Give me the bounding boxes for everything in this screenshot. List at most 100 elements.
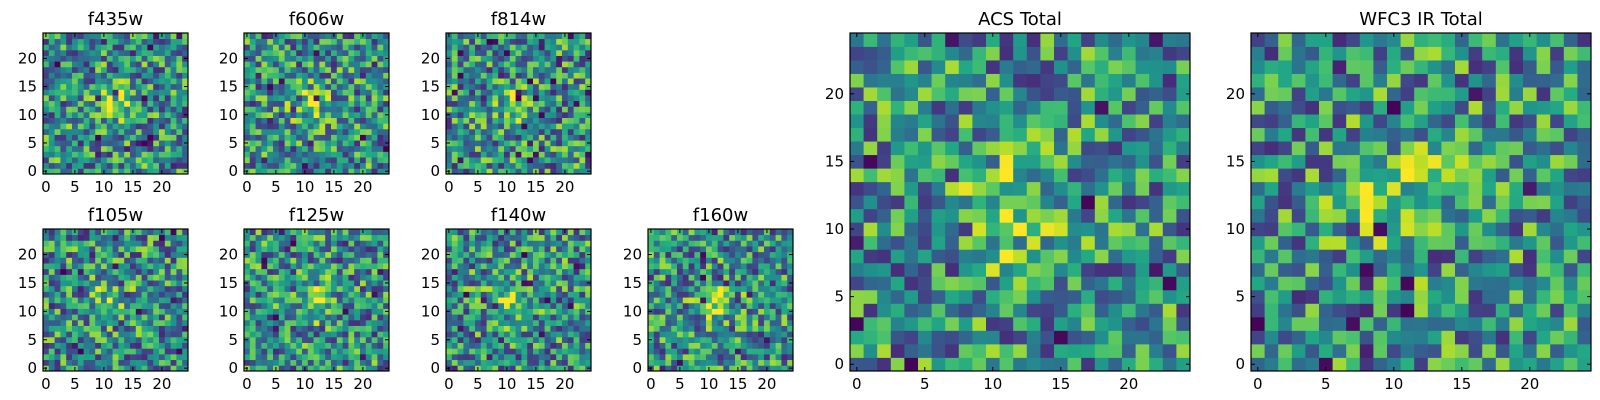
heatmap-cell: [77, 44, 84, 51]
heatmap-cell: [1149, 289, 1164, 304]
heatmap-cell: [273, 268, 280, 275]
heatmap-cell: [135, 162, 142, 169]
heatmap-cell: [787, 297, 794, 304]
heatmap-cell: [475, 66, 482, 73]
heatmap-cell: [918, 330, 932, 345]
heatmap-cell: [492, 44, 499, 51]
heatmap-cell: [451, 336, 458, 343]
heatmap-cell: [153, 72, 160, 79]
heatmap-cell: [509, 240, 516, 247]
heatmap-cell: [383, 123, 390, 130]
heatmap-cell: [521, 100, 528, 107]
heatmap-cell: [106, 106, 113, 113]
heatmap-cell: [492, 251, 499, 258]
heatmap-cell: [958, 316, 973, 331]
heatmap-cell: [83, 78, 90, 85]
heatmap-cell: [170, 268, 177, 275]
heatmap-cell: [567, 49, 574, 56]
heatmap-cell: [515, 66, 522, 73]
heatmap-cell: [60, 49, 67, 56]
heatmap-cell: [95, 151, 102, 158]
heatmap-cell: [290, 251, 297, 258]
heatmap-cell: [521, 359, 528, 366]
heatmap-cell: [244, 297, 251, 304]
heatmap-cell: [475, 123, 482, 130]
heatmap-cell: [331, 162, 338, 169]
heatmap-cell: [469, 44, 476, 51]
heatmap-cell: [729, 342, 736, 349]
heatmap-cell: [550, 38, 557, 45]
heatmap-cell: [469, 128, 476, 135]
heatmap-cell: [365, 359, 372, 366]
heatmap-cell: [958, 222, 973, 237]
heatmap-cell: [700, 359, 707, 366]
heatmap-cell: [585, 263, 592, 270]
heatmap-cell: [758, 353, 765, 361]
heatmap-cell: [267, 140, 274, 147]
heatmap-cell: [124, 353, 131, 361]
heatmap-cell: [244, 348, 251, 355]
heatmap-cell: [735, 331, 742, 338]
heatmap-cell: [492, 285, 499, 292]
heatmap-cell: [182, 66, 189, 73]
heatmap-cell: [176, 308, 183, 315]
heatmap-cell: [319, 240, 326, 247]
heatmap-cell: [54, 134, 61, 141]
heatmap-cell: [538, 123, 545, 130]
heatmap-cell: [153, 83, 160, 90]
heatmap-cell: [706, 274, 713, 281]
heatmap-cell: [469, 297, 476, 304]
heatmap-cell: [972, 343, 987, 358]
heatmap-cell: [659, 353, 666, 361]
heatmap-cell: [486, 78, 493, 85]
heatmap-cell: [723, 297, 730, 304]
heatmap-cell: [325, 145, 332, 152]
heatmap-cell: [446, 342, 453, 349]
heatmap-cell: [354, 365, 361, 372]
heatmap-cell: [141, 38, 148, 45]
heatmap-cell: [147, 359, 154, 366]
heatmap-cell: [579, 157, 586, 164]
heatmap-cell: [147, 33, 154, 40]
heatmap-cell: [740, 314, 747, 321]
heatmap-cell: [153, 291, 160, 298]
y-tick-label: 20: [623, 246, 642, 264]
heatmap-cell: [509, 66, 516, 73]
heatmap-cell: [371, 157, 378, 164]
heatmap-cell: [383, 342, 390, 349]
heatmap-cell: [106, 100, 113, 107]
heatmap-cell: [336, 123, 343, 130]
heatmap-cell: [1094, 195, 1109, 210]
heatmap-cell: [1122, 262, 1136, 277]
heatmap-cell: [273, 234, 280, 241]
heatmap-cell: [504, 319, 511, 326]
heatmap-cell: [515, 128, 522, 135]
heatmap-cell: [573, 302, 580, 309]
heatmap-cell: [758, 314, 765, 321]
heatmap-cell: [170, 336, 177, 343]
heatmap-cell: [775, 308, 782, 315]
heatmap-cell: [986, 276, 1000, 291]
heatmap-cell: [711, 274, 718, 281]
heatmap-cell: [48, 246, 55, 253]
heatmap-cell: [60, 123, 67, 130]
heatmap-cell: [579, 365, 586, 372]
heatmap-cell: [1122, 276, 1136, 291]
heatmap-cell: [95, 162, 102, 169]
heatmap-cell: [255, 291, 262, 298]
heatmap-cell: [682, 319, 689, 326]
heatmap-cell: [164, 89, 171, 96]
heatmap-cell: [89, 49, 96, 56]
heatmap-cell: [307, 117, 314, 124]
heatmap-cell: [1176, 168, 1191, 183]
heatmap-cell: [544, 359, 551, 366]
heatmap-cell: [302, 263, 309, 270]
heatmap-cell: [348, 331, 355, 338]
heatmap-cell: [261, 38, 268, 45]
heatmap-cell: [550, 291, 557, 298]
heatmap-cell: [653, 291, 660, 298]
heatmap-cell: [463, 145, 470, 152]
heatmap-cell: [1067, 289, 1082, 304]
heatmap-cell: [711, 285, 718, 292]
